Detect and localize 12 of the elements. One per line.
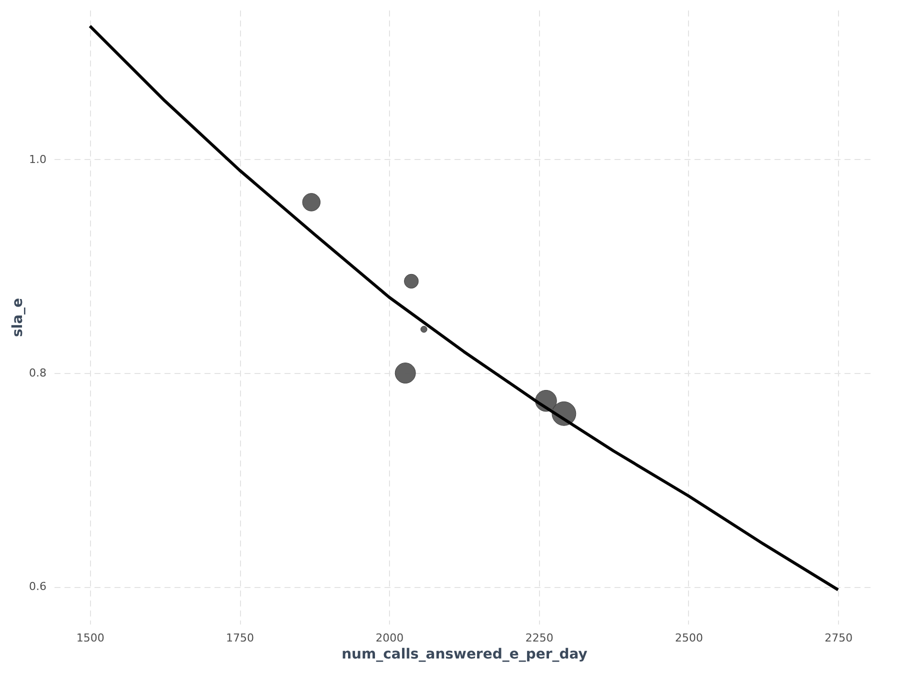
y-tick-label: 0.6 <box>29 580 46 594</box>
x-tick-label: 1500 <box>76 632 104 644</box>
x-axis-title: num_calls_answered_e_per_day <box>342 646 588 662</box>
line-series <box>88 24 840 592</box>
x-tick-label: 2750 <box>824 632 853 644</box>
y-axis-title: sla_e <box>10 298 26 338</box>
x-tick-label: 1750 <box>226 632 254 644</box>
x-tick-label: 2250 <box>525 632 554 644</box>
x-tick-label: 2500 <box>674 632 703 644</box>
x-tick-label: 2000 <box>376 632 404 644</box>
y-tick-label: 1.0 <box>29 152 46 166</box>
y-tick-label: 0.8 <box>29 366 46 380</box>
